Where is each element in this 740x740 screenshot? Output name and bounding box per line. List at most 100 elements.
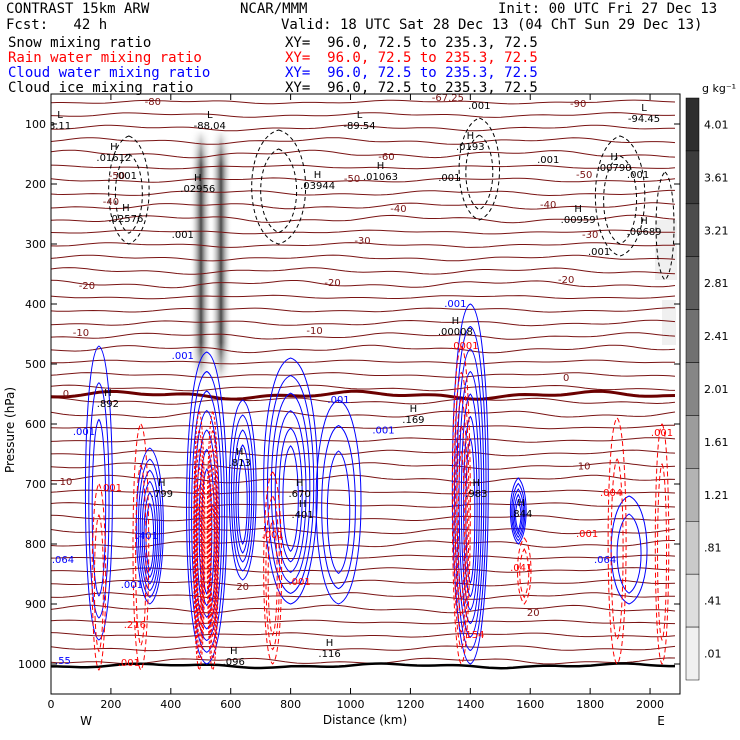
cloud-water-contour [145,502,155,572]
extremum-mark: L [357,110,363,121]
colorbar-segment [685,203,700,257]
rain-water-contour [209,465,217,639]
cloud-water-contour [191,390,223,642]
colorbar-segment [685,521,700,575]
extremum-mark: H [574,204,582,215]
snow-contour [251,129,306,245]
rain-water-contour [454,398,468,634]
temperature-contour [51,437,676,443]
extremum-value: .00008 [438,327,473,338]
extremum-mark: H [452,316,460,327]
cloud-water-contour [91,418,107,597]
snow-ice-label: .001 [468,101,490,112]
cloud-water-contour [235,444,250,554]
x-tick-label: 200 [100,698,121,711]
rain-water-label: .041 [510,563,532,574]
x-tick-label: 0 [48,698,55,711]
colorbar-segment [685,362,700,416]
temperature-contour [51,254,676,262]
colorbar-label: 2.41 [704,330,729,343]
temperature-label: -50 [109,171,125,182]
extremum-value: .01063 [363,172,398,183]
freezing-level-contour [51,389,676,401]
extremum-value: .00959 [561,215,596,226]
cloud-water-contour [512,488,524,539]
temperature-contour [51,124,675,132]
colorbar-segment [685,573,700,628]
extremum-mark: H [230,646,238,657]
extremum-mark: H [467,131,475,142]
extremum-value: .799 [151,489,173,500]
x-tick-label: 1600 [516,698,544,711]
rain-water-label: .001 [118,658,140,669]
cloud-water-label: .55 [55,656,71,667]
temperature-label: -10 [306,326,322,337]
cloud-ice-contour [603,155,637,245]
extremum-mark: H [122,203,130,214]
y-tick-label: 1000 [18,658,46,671]
temperature-contour [51,294,676,300]
colorbar-segment [685,309,700,363]
temperature-contour [51,214,676,224]
center-label: NCAR/MMM [240,1,308,17]
rain-water-contour [451,345,471,665]
temperature-label: 0 [563,373,569,384]
temperature-contour [51,384,676,392]
cloud-water-contour [230,414,255,572]
rain-water-contour [210,504,215,615]
extremum-mark: H [110,142,118,153]
colorbar: 4.01 3.61 3.21 2.81 2.41 2.01 1.61 1.21 .81 .41 .0… [685,97,729,681]
extremum-value: .401 [291,510,313,521]
temperature-label: 10 [60,477,73,488]
cloud-water-contour [458,370,483,625]
field-xy-cloudwater: XY= 96.0, 72.5 to 235.3, 72.5 [285,65,538,81]
temperature-contour [51,112,676,118]
plot-frame [50,93,681,695]
y-tick-label: 700 [25,478,46,491]
x-tick-label: 400 [160,698,181,711]
temperature-contour [51,657,676,665]
extremum-value: .169 [402,415,424,426]
extremum-value: .02956 [180,184,215,195]
extremum-value: -89.54 [343,121,375,132]
cloud-water-contour [228,399,257,581]
snow-ice-label: .001 [438,173,460,184]
cloud-water-contour [274,410,307,573]
extremum-value: -94.45 [628,114,660,125]
snow-ice-label: .001 [627,170,649,181]
rain-water-label: .001 [262,530,284,541]
cloud-water-contour [267,375,315,594]
cloud-water-contour [270,392,311,584]
cloud-water-contour [237,459,248,545]
field-name-cloudwater: Cloud water mixing ratio [8,65,211,81]
temperature-label: 20 [527,608,540,619]
colorbar-label: .41 [704,595,722,608]
rain-water-contour [195,465,203,639]
extremum-value: .00689 [627,227,662,238]
field-xy-rain: XY= 96.0, 72.5 to 235.3, 72.5 [285,50,538,66]
cloud-water-label: .001 [121,580,143,591]
snow-contour [260,148,297,234]
extremum-value: -88.04 [194,121,226,132]
surface-contour [51,662,675,670]
cloud-water-contour [186,351,228,665]
temperature-label: -50 [576,170,592,181]
rain-water-contour [91,483,107,671]
y-tick-label: 900 [25,598,46,611]
temperature-label: 10 [578,462,591,473]
field-xy-cloudice: XY= 96.0, 72.5 to 235.3, 72.5 [285,80,538,96]
temperature-label: -20 [324,278,340,289]
rain-water-contour [267,519,278,637]
rain-water-contour [132,423,150,671]
temperature-contour [51,319,676,327]
field-name-rain: Rain water mixing ratio [8,50,202,66]
extremum-mark: H [296,478,304,489]
rain-water-contour [197,504,202,615]
temperature-contour [51,149,676,159]
rain-water-contour [517,537,532,605]
extremum-mark: H [377,161,385,172]
extremum-value: .03944 [300,181,335,192]
snow-ice-label: .001 [172,230,194,241]
temperature-contour [51,449,676,457]
valid-time: Valid: 18 UTC Sat 28 Dec 13 (04 ChT Sun … [281,17,703,33]
